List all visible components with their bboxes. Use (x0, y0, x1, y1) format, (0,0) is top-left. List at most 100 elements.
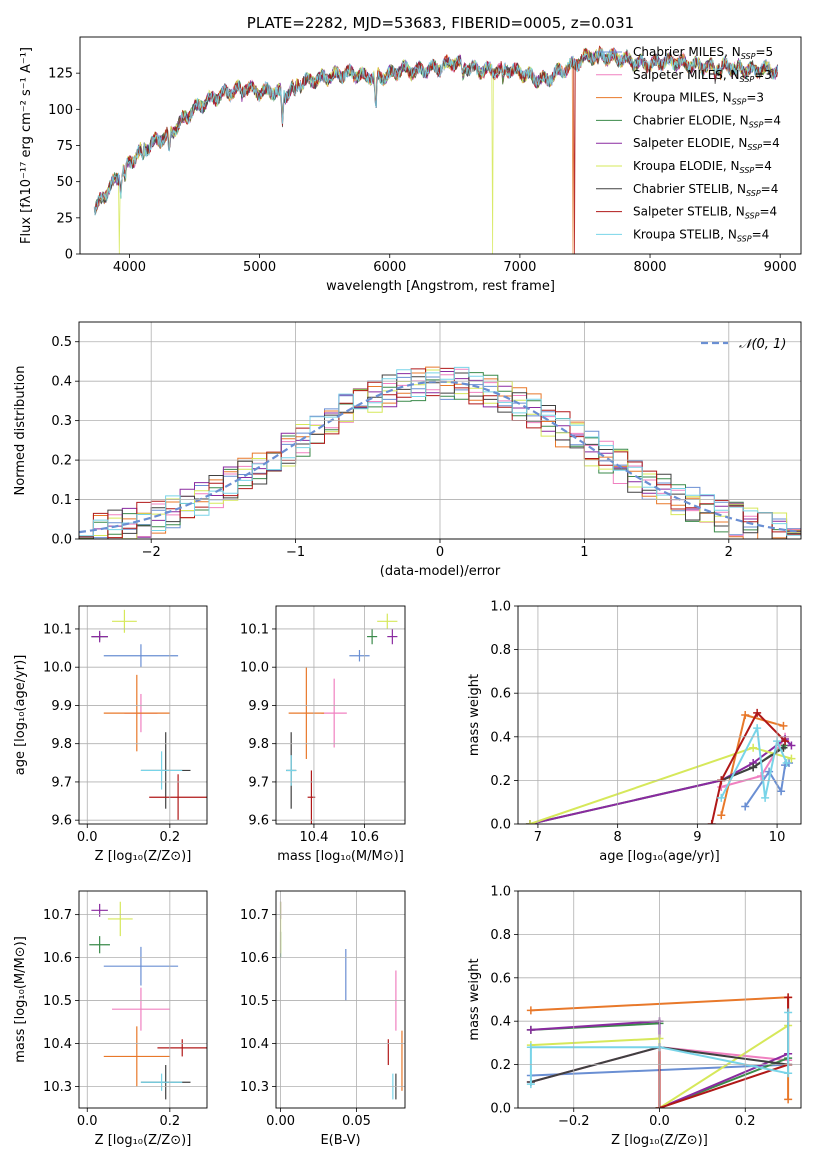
x-tick-label: −0.2 (558, 1114, 590, 1129)
legend-label-main: Salpeter ELODIE, N (633, 136, 747, 150)
x-axis-label: Z [log₁₀(Z/Z⊙)] (95, 1133, 192, 1148)
axes-frame (78, 321, 802, 540)
y-tick-label: 0.2 (51, 454, 72, 469)
plot-area (286, 613, 398, 824)
weight-marker (717, 793, 726, 802)
y-tick-label: 100 (48, 103, 73, 118)
y-tick-label: 9.6 (51, 814, 72, 829)
legend-label-tail: =4 (763, 113, 781, 127)
legend-label-tail: =4 (752, 227, 770, 241)
x-tick-label: 0.0 (649, 1114, 670, 1129)
weight-marker (787, 754, 796, 763)
x-tick-label: 0.05 (342, 1114, 371, 1129)
y-tick-label: 10.3 (43, 1080, 72, 1095)
weight-marker (753, 708, 762, 717)
x-tick-label: 0.2 (159, 1114, 180, 1129)
weight-marker (749, 743, 758, 752)
y-tick-label: 0.8 (490, 643, 511, 658)
y-tick-label: 0.4 (51, 375, 72, 390)
y-tick-label: 75 (56, 139, 73, 154)
x-tick-label: 9000 (764, 260, 797, 275)
plot-area (525, 708, 796, 824)
y-tick-label: 0.5 (51, 335, 72, 350)
weight-marker (784, 993, 793, 1002)
legend-label-sub: SSP (749, 120, 764, 129)
legend-label-sub: SSP (746, 189, 761, 198)
x-tick-label: 10.6 (350, 830, 379, 845)
legend-label: Kroupa ELODIE, NSSP=4 (633, 159, 772, 175)
x-tick-label: 0.2 (159, 830, 180, 845)
weight-marker (526, 1006, 535, 1015)
weight-line (529, 746, 792, 824)
weight-marker (526, 1043, 535, 1052)
legend-label: Salpeter MILES, NSSP=3 (633, 68, 772, 84)
y-tick-label: 1.0 (490, 885, 511, 900)
y-tick-label: 0.6 (490, 687, 511, 702)
spectrum-line (93, 48, 778, 216)
legend-label-sub: SSP (741, 52, 756, 61)
weight-marker (781, 737, 790, 746)
axes-frame (79, 36, 802, 255)
y-tick-label: 10.0 (43, 661, 72, 676)
axes-frame (78, 605, 208, 825)
weight-marker (526, 1080, 535, 1089)
x-tick-label: 0.0 (77, 830, 98, 845)
x-tick-label: 9 (693, 830, 701, 845)
y-tick-label: 9.8 (248, 737, 269, 752)
legend-label-sub: SSP (740, 166, 755, 175)
weight-line (710, 711, 786, 824)
y-tick-label: 0.3 (51, 414, 72, 429)
legend-label-main: Kroupa ELODIE, N (633, 159, 740, 173)
y-tick-label: 9.8 (51, 737, 72, 752)
y-tick-label: 9.6 (248, 814, 269, 829)
y-tick-label: 10.1 (240, 622, 269, 637)
chart-mass-vs-EBV: 0.00 0.05 10.3 10.4 10.5 10.6 10.7 E(B-V) (240, 890, 406, 1148)
y-tick-label: 9.7 (51, 775, 72, 790)
y-axis-label: age [log₁₀(age/yr)] (13, 655, 28, 776)
weight-marker (526, 1025, 535, 1034)
legend-label-main: Chabrier MILES, N (633, 45, 741, 59)
axes-frame (517, 890, 802, 1109)
weight-marker (707, 820, 716, 824)
y-tick-label: 0.6 (490, 971, 511, 986)
x-tick-label: 7000 (503, 260, 536, 275)
x-axis-label: wavelength [Angstrom, rest frame] (326, 279, 555, 294)
chart-residuals: −2 −1 0 1 2 0.0 0.1 0.2 0.3 0.4 0.5 (data-model)/er… (13, 321, 802, 579)
x-axis-label: Z [log₁₀(Z/Z⊙)] (611, 1133, 708, 1148)
weight-marker (784, 1008, 793, 1017)
x-axis-label: (data-model)/error (380, 564, 501, 579)
x-tick-label: 8000 (633, 260, 666, 275)
legend-label-tail: =4 (754, 159, 772, 173)
y-tick-label: 0.4 (490, 1015, 511, 1030)
y-tick-label: 0.4 (490, 730, 511, 745)
y-tick-label: 10.7 (240, 908, 269, 923)
legend-label: 𝒩(0, 1) (739, 337, 786, 352)
y-tick-label: 1.0 (490, 600, 511, 615)
legend-label-main: Chabrier STELIB, N (633, 182, 746, 196)
x-tick-label: 7 (534, 830, 542, 845)
x-tick-label: 0.00 (266, 1114, 295, 1129)
legend-label: Chabrier STELIB, NSSP=4 (633, 182, 778, 198)
axes-frame (517, 605, 802, 825)
legend-label: Salpeter ELODIE, NSSP=4 (633, 136, 780, 152)
x-axis-label: Z [log₁₀(Z/Z⊙)] (95, 849, 192, 864)
axes-frame (275, 890, 406, 1109)
y-tick-label: 0.8 (490, 928, 511, 943)
legend-label: Salpeter STELIB, NSSP=4 (633, 205, 777, 221)
y-tick-label: 0.2 (490, 774, 511, 789)
chart-spectrum: 4000 5000 6000 7000 8000 9000 0 25 50 75 100 125 wav… (19, 14, 802, 294)
weight-line (658, 997, 790, 1108)
y-tick-label: 10.7 (43, 908, 72, 923)
legend-label-tail: =4 (762, 136, 780, 150)
weight-marker (782, 758, 791, 767)
plot-area (89, 901, 207, 1100)
y-axis-label: Flux [fλ10⁻¹⁷ erg cm⁻² s⁻¹ A⁻¹] (19, 47, 34, 244)
weight-marker (787, 741, 796, 750)
x-axis-label: mass [log₁₀(M/M⊙)] (277, 849, 404, 864)
chart-title: PLATE=2282, MJD=53683, FIBERID=0005, z=0… (247, 14, 634, 32)
y-tick-label: 0.1 (51, 493, 72, 508)
x-tick-label: 0 (436, 545, 444, 560)
chart-mass-vs-Z: 0.0 0.2 10.3 10.4 10.5 10.6 10.7 Z [log₁₀(Z/Z⊙)… (13, 890, 208, 1148)
legend-label: Kroupa STELIB, NSSP=4 (633, 227, 769, 243)
weight-marker (757, 772, 766, 781)
